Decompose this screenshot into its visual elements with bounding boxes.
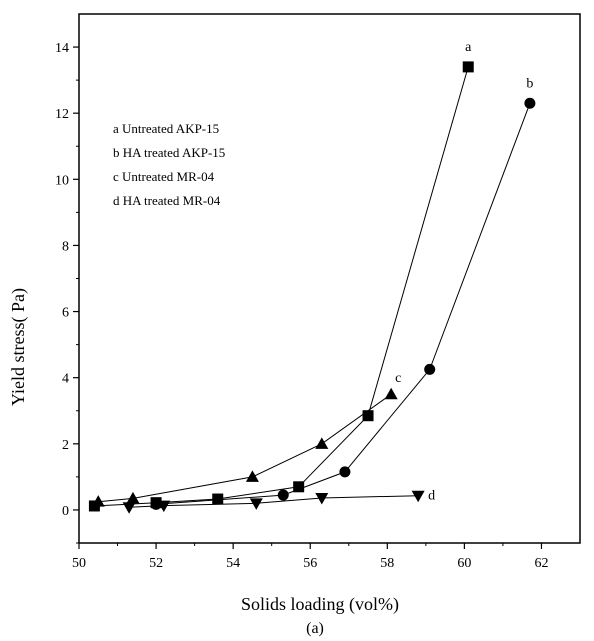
data-point-a-4 [362,410,374,422]
x-tick-label-58: 58 [380,556,394,571]
data-point-d-2 [249,498,263,510]
legend-entry-c: c Untreated MR-04 [113,169,215,184]
data-point-d-0 [122,502,136,514]
y-tick-label-4: 4 [62,372,69,387]
series-line-a [94,66,469,507]
legend: a Untreated AKP-15 b HA treated AKP-15 c… [113,121,225,208]
series-line-c [98,393,392,503]
series-label-c: c [395,371,401,386]
x-tick-label-50: 50 [72,556,86,571]
legend-entry-d: d HA treated MR-04 [113,193,221,208]
y-tick-label-0: 0 [62,504,69,519]
legend-entry-a: a Untreated AKP-15 [113,121,219,136]
x-tick-label-52: 52 [149,556,163,571]
y-axis-title: Yield stress( Pa) [8,288,29,406]
data-point-b-3 [424,363,436,375]
x-tick-label-56: 56 [303,556,317,571]
data-point-c-3 [315,437,329,449]
data-point-d-1 [157,500,171,513]
data-point-c-2 [245,470,259,482]
legend-entry-b: b HA treated AKP-15 [113,145,225,160]
y-tick-label-2: 2 [62,438,69,453]
data-point-c-0 [91,495,105,507]
x-axis-title: Solids loading (vol%) [241,594,399,615]
data-point-a-5 [462,61,474,73]
x-tick-label-62: 62 [534,556,548,571]
y-tick-label-8: 8 [62,239,69,254]
data-point-b-1 [277,489,289,501]
series-label-d: d [428,489,435,504]
data-point-d-3 [315,493,329,505]
data-point-a-2 [212,493,224,505]
x-tick-label-54: 54 [226,556,240,571]
plot-frame [78,13,581,544]
data-point-b-4 [524,97,536,109]
data-point-b-2 [339,466,351,478]
data-point-c-4 [384,387,398,400]
y-tick-label-6: 6 [62,306,69,321]
series-label-a: a [465,40,472,55]
data-point-d-4 [411,490,425,503]
figure-caption: (a) [306,620,324,637]
x-tick-label-60: 60 [457,556,471,571]
y-tick-label-12: 12 [55,107,69,122]
data-point-c-1 [126,491,140,504]
series-line-b [156,103,531,505]
series-label-b: b [526,76,533,91]
y-tick-label-10: 10 [55,173,69,188]
y-tick-label-14: 14 [55,41,69,56]
data-point-a-3 [293,481,305,493]
